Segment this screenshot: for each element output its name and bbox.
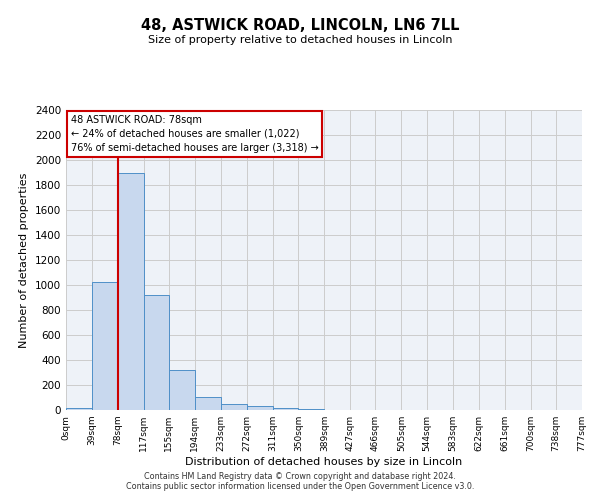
Text: 48, ASTWICK ROAD, LINCOLN, LN6 7LL: 48, ASTWICK ROAD, LINCOLN, LN6 7LL — [141, 18, 459, 32]
X-axis label: Distribution of detached houses by size in Lincoln: Distribution of detached houses by size … — [185, 457, 463, 467]
Text: Contains public sector information licensed under the Open Government Licence v3: Contains public sector information licen… — [126, 482, 474, 491]
Text: Size of property relative to detached houses in Lincoln: Size of property relative to detached ho… — [148, 35, 452, 45]
Text: 48 ASTWICK ROAD: 78sqm
← 24% of detached houses are smaller (1,022)
76% of semi-: 48 ASTWICK ROAD: 78sqm ← 24% of detached… — [71, 115, 319, 153]
Y-axis label: Number of detached properties: Number of detached properties — [19, 172, 29, 348]
Text: Contains HM Land Registry data © Crown copyright and database right 2024.: Contains HM Land Registry data © Crown c… — [144, 472, 456, 481]
